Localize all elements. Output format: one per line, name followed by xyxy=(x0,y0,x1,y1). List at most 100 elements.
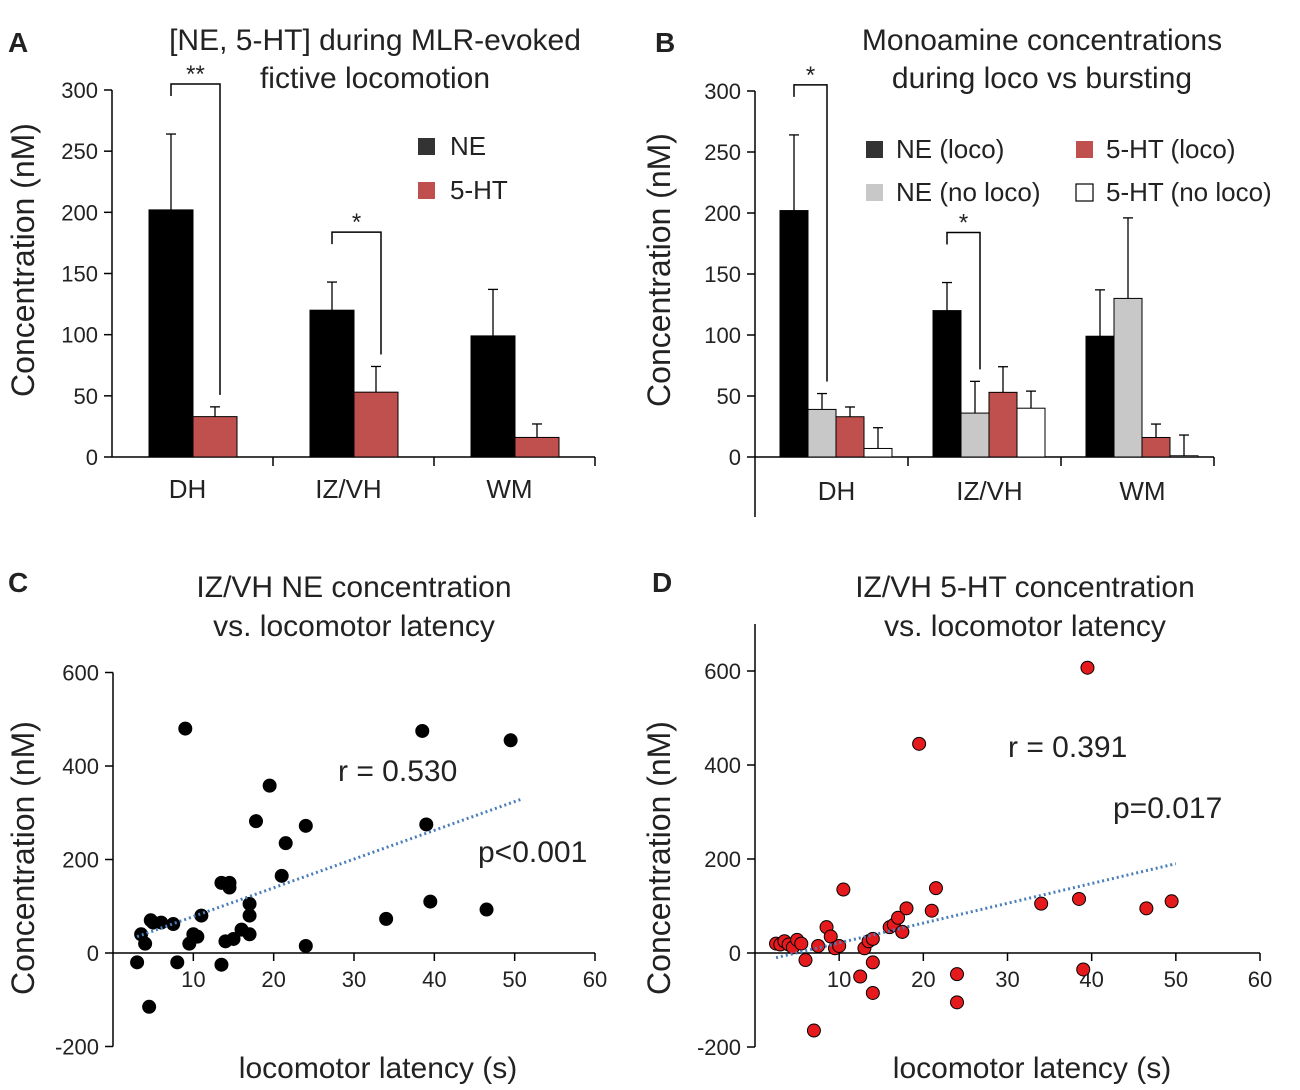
significance-marker: * xyxy=(352,209,361,236)
bar-plot-area: 0 50 100 150 200 250 300 DH IZ/VH WM * * xyxy=(704,62,1215,517)
panel-b: B Monoamine concentrations during loco v… xyxy=(641,24,1272,517)
data-point xyxy=(1076,962,1091,977)
significance-bracket xyxy=(170,83,221,395)
significance-bracket xyxy=(946,231,981,370)
data-point xyxy=(242,927,257,942)
bar xyxy=(1016,407,1046,458)
legend-label-ne-noloco: NE (no loco) xyxy=(896,177,1041,207)
bar xyxy=(1085,335,1115,458)
x-tick-label: 20 xyxy=(261,967,285,992)
bar xyxy=(309,309,355,458)
panel-d: D IZ/VH 5-HT concentration vs. locomotor… xyxy=(641,567,1272,1085)
bar xyxy=(353,391,399,458)
category-label: IZ/VH xyxy=(315,474,381,504)
panel-label-c: C xyxy=(8,567,28,598)
data-point xyxy=(950,967,964,982)
y-tick-label: 200 xyxy=(704,201,741,226)
data-point xyxy=(950,995,964,1010)
bar xyxy=(835,416,865,458)
y-axis-label: Concentration (nM) xyxy=(5,123,41,397)
x-tick-label: 50 xyxy=(1164,967,1188,992)
legend-swatch-5ht-loco xyxy=(1076,141,1093,158)
legend-swatch-ne-loco xyxy=(866,141,883,158)
x-tick-label: 60 xyxy=(583,967,607,992)
y-tick-label: 200 xyxy=(61,200,98,225)
y-tick-label: 0 xyxy=(729,941,741,966)
x-tick-label: 40 xyxy=(422,967,446,992)
bar xyxy=(863,447,893,458)
data-point xyxy=(419,817,434,832)
legend-swatch-5ht xyxy=(418,182,435,199)
y-tick-label: 200 xyxy=(704,847,741,872)
data-point xyxy=(222,875,237,890)
data-point xyxy=(142,999,157,1014)
x-tick-label: 10 xyxy=(827,967,851,992)
bar xyxy=(1141,436,1171,458)
data-point xyxy=(248,814,263,829)
bar xyxy=(1169,455,1199,458)
y-tick-label: 150 xyxy=(704,262,741,287)
data-point xyxy=(1034,896,1049,911)
data-point xyxy=(298,938,313,953)
bar xyxy=(932,310,962,458)
data-point xyxy=(262,778,277,793)
data-point xyxy=(415,723,430,738)
y-tick-label: 200 xyxy=(62,848,99,873)
data-point xyxy=(226,931,241,946)
chart-title-line-1: [NE, 5-HT] during MLR-evoked xyxy=(169,24,581,57)
legend-swatch-5ht-noloco xyxy=(1075,183,1094,202)
x-tick-label: 30 xyxy=(995,967,1019,992)
panel-label-a: A xyxy=(8,27,28,58)
x-axis-label: locomotor latency (s) xyxy=(893,1052,1171,1085)
data-point xyxy=(891,910,906,925)
y-tick-label: 50 xyxy=(74,384,98,409)
data-point xyxy=(423,894,438,909)
trend-line xyxy=(136,797,524,939)
category-label: WM xyxy=(486,474,532,504)
panel-c: C IZ/VH NE concentration vs. locomotor l… xyxy=(5,567,607,1085)
bar xyxy=(779,210,809,458)
significance-marker: * xyxy=(806,62,815,89)
bar xyxy=(807,408,837,458)
data-point xyxy=(924,903,939,918)
legend-swatch-ne-noloco xyxy=(866,184,883,201)
chart-title-line-2: vs. locomotor latency xyxy=(884,610,1166,643)
p-value-annotation: p<0.001 xyxy=(478,836,587,869)
p-value-annotation: p=0.017 xyxy=(1113,792,1222,825)
data-point xyxy=(1080,660,1095,675)
legend-label-ne: NE xyxy=(450,131,486,161)
trend-line xyxy=(775,862,1177,960)
data-point xyxy=(479,902,494,917)
category-label: DH xyxy=(818,476,856,506)
data-point xyxy=(194,908,209,923)
legend-label-5ht-loco: 5-HT (loco) xyxy=(1106,134,1236,164)
data-point xyxy=(865,955,880,970)
legend-label-ne-loco: NE (loco) xyxy=(896,134,1004,164)
category-label: WM xyxy=(1119,476,1165,506)
y-tick-label: -200 xyxy=(697,1035,741,1060)
data-point xyxy=(190,929,205,944)
bar xyxy=(1113,297,1143,458)
panel-label-b: B xyxy=(655,27,675,58)
bar xyxy=(988,391,1018,458)
data-point xyxy=(242,908,257,923)
x-axis-label: locomotor latency (s) xyxy=(239,1052,517,1085)
chart-title-line-1: IZ/VH NE concentration xyxy=(196,571,511,604)
bar xyxy=(148,209,194,458)
data-point xyxy=(794,936,809,951)
y-tick-label: 600 xyxy=(62,661,99,686)
x-tick-label: 10 xyxy=(181,967,205,992)
data-point xyxy=(274,868,289,883)
y-tick-label: 600 xyxy=(704,659,741,684)
panel-label-d: D xyxy=(652,567,672,598)
x-tick-label: 20 xyxy=(911,967,935,992)
data-point xyxy=(895,924,910,939)
significance-bracket xyxy=(331,231,382,355)
chart-title-line-2: during loco vs bursting xyxy=(892,62,1192,95)
data-point xyxy=(178,721,193,736)
data-point xyxy=(865,985,880,1000)
data-point xyxy=(899,901,914,916)
significance-marker: * xyxy=(959,210,968,237)
